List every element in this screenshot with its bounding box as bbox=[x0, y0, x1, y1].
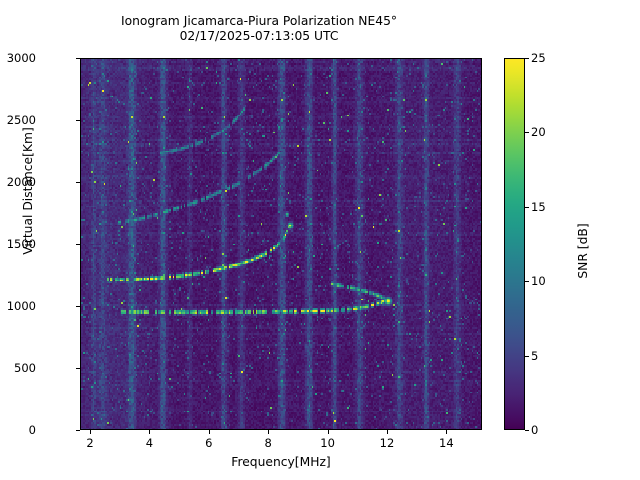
figure-title: Ionogram Jicamarca-Piura Polarization NE… bbox=[0, 14, 518, 44]
y-tick-label: 3000 bbox=[6, 51, 36, 65]
colorbar-tick-mark bbox=[525, 281, 529, 283]
x-tick-label: 6 bbox=[205, 436, 213, 450]
x-tick-mark bbox=[327, 430, 329, 434]
colorbar-tick-label: 20 bbox=[531, 125, 546, 140]
colorbar-tick-label: 5 bbox=[531, 348, 539, 363]
colorbar-tick-label: 10 bbox=[531, 274, 546, 289]
x-axis-label: Frequency[MHz] bbox=[231, 455, 331, 469]
x-tick-mark bbox=[268, 430, 270, 434]
y-tick-mark bbox=[76, 120, 80, 121]
y-tick-mark bbox=[76, 58, 80, 59]
colorbar-tick-mark bbox=[525, 132, 529, 134]
figure-title-line2: 02/17/2025-07:13:05 UTC bbox=[179, 29, 339, 43]
figure-title-line1: Ionogram Jicamarca-Piura Polarization NE… bbox=[120, 14, 398, 28]
y-axis-label: Virtual Distance[Km] bbox=[21, 127, 35, 255]
colorbar-tick-label: 25 bbox=[531, 51, 546, 65]
x-tick-mark bbox=[149, 430, 151, 434]
colorbar-label: SNR [dB] bbox=[576, 223, 590, 279]
ionogram-plot-area bbox=[80, 58, 482, 430]
colorbar-tick-mark bbox=[525, 206, 529, 208]
x-tick-label: 4 bbox=[145, 436, 154, 450]
x-tick-mark bbox=[90, 430, 92, 434]
x-tick-label: 10 bbox=[320, 436, 335, 450]
x-tick-mark bbox=[446, 430, 448, 434]
colorbar-tick-label: 15 bbox=[531, 199, 546, 214]
y-tick-mark bbox=[76, 182, 80, 183]
y-tick-mark bbox=[76, 430, 80, 431]
x-tick-label: 8 bbox=[264, 436, 272, 450]
colorbar-tick-label: 0 bbox=[531, 423, 539, 437]
y-tick-label: 2500 bbox=[6, 113, 36, 127]
y-tick-label: 0 bbox=[28, 423, 36, 437]
y-tick-mark bbox=[76, 244, 80, 245]
y-tick-mark bbox=[76, 368, 80, 369]
colorbar-tick-mark bbox=[525, 58, 529, 59]
y-tick-label: 2000 bbox=[6, 175, 36, 189]
colorbar-tick-mark bbox=[525, 430, 529, 431]
x-tick-mark bbox=[386, 430, 388, 434]
colorbar-tick-mark bbox=[525, 355, 529, 357]
y-tick-mark bbox=[76, 306, 80, 307]
x-tick-label: 14 bbox=[439, 436, 454, 450]
x-tick-mark bbox=[208, 430, 210, 434]
y-tick-label: 500 bbox=[14, 361, 36, 375]
colorbar bbox=[504, 58, 525, 430]
x-tick-label: 12 bbox=[379, 436, 395, 450]
y-tick-label: 1000 bbox=[6, 299, 36, 313]
ionogram-heatmap-canvas bbox=[81, 59, 481, 429]
colorbar-gradient bbox=[505, 59, 524, 429]
y-tick-label: 1500 bbox=[6, 237, 36, 251]
x-tick-label: 2 bbox=[86, 436, 94, 450]
